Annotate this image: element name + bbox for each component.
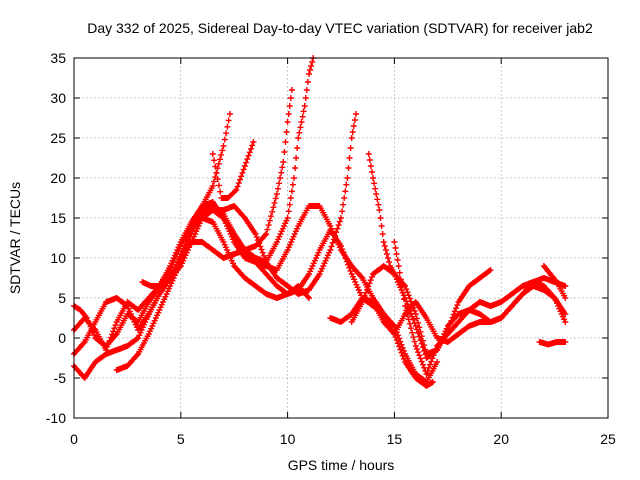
series-s13 [540,263,569,301]
data-points [71,55,569,389]
x-axis-label: GPS time / hours [288,457,395,473]
data-markers [71,111,233,353]
y-tick-label: 20 [50,170,66,186]
x-tick-label: 25 [600,431,616,447]
y-axis-label: SDTVAR / TECUs [7,182,23,294]
x-tick-label: 5 [177,431,185,447]
series-s8 [209,139,257,201]
data-markers [391,239,569,377]
series-s7 [199,215,312,301]
y-tick-label: 10 [50,250,66,266]
chart-title: Day 332 of 2025, Sidereal Day-to-day VTE… [87,20,593,36]
x-tick-label: 10 [280,431,296,447]
data-markers [536,339,569,348]
data-markers [540,263,569,301]
y-tick-label: 30 [50,90,66,106]
y-tick-label: 0 [58,330,66,346]
y-tick-label: 5 [58,290,66,306]
plot-frame [73,57,609,419]
axis-ticks: 0 5 10 15 20 25 -10 -5 0 5 10 15 20 25 30 35 [46,50,616,447]
data-markers [209,139,257,201]
x-tick-label: 0 [70,431,78,447]
data-markers [113,199,436,389]
series-s14 [536,339,569,348]
series-s12 [391,239,569,377]
y-tick-label: 25 [50,130,66,146]
x-tick-label: 20 [493,431,509,447]
y-tick-label: 35 [50,50,66,66]
grid [74,58,608,418]
series-s3 [71,87,295,357]
data-markers [71,87,295,357]
y-tick-label: -5 [54,370,67,386]
y-tick-label: -10 [46,410,66,426]
series-s6 [113,199,436,389]
data-markers [199,215,312,301]
y-tick-label: 15 [50,210,66,226]
x-tick-label: 15 [387,431,403,447]
series-s1 [71,111,233,353]
